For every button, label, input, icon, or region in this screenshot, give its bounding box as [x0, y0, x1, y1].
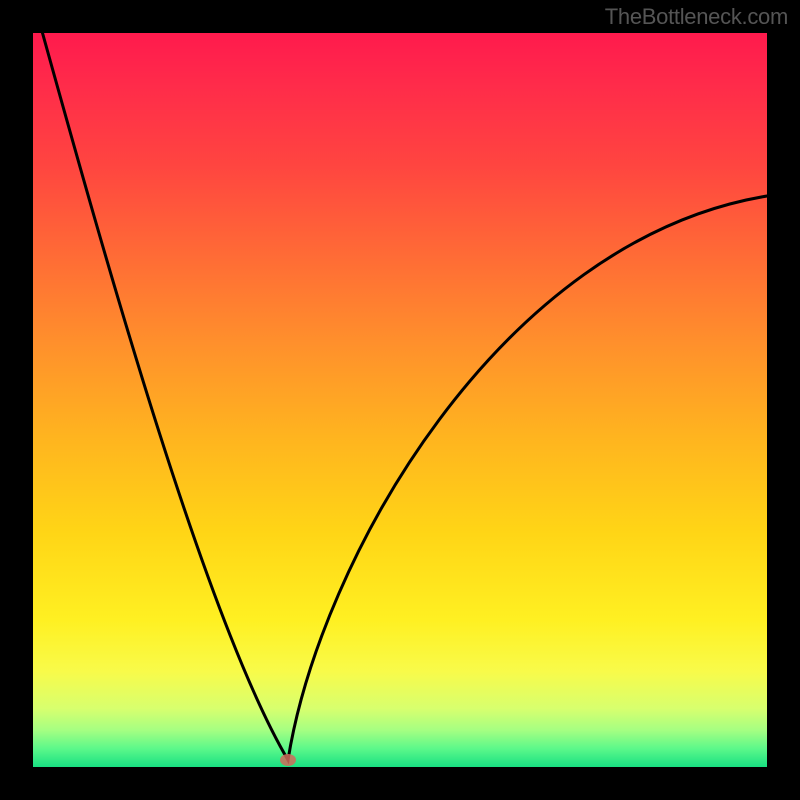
attribution-label: TheBottleneck.com [605, 4, 788, 30]
chart-container: TheBottleneck.com [0, 0, 800, 800]
bottleneck-chart [0, 0, 800, 800]
optimum-marker [280, 754, 296, 766]
plot-background [33, 33, 767, 767]
